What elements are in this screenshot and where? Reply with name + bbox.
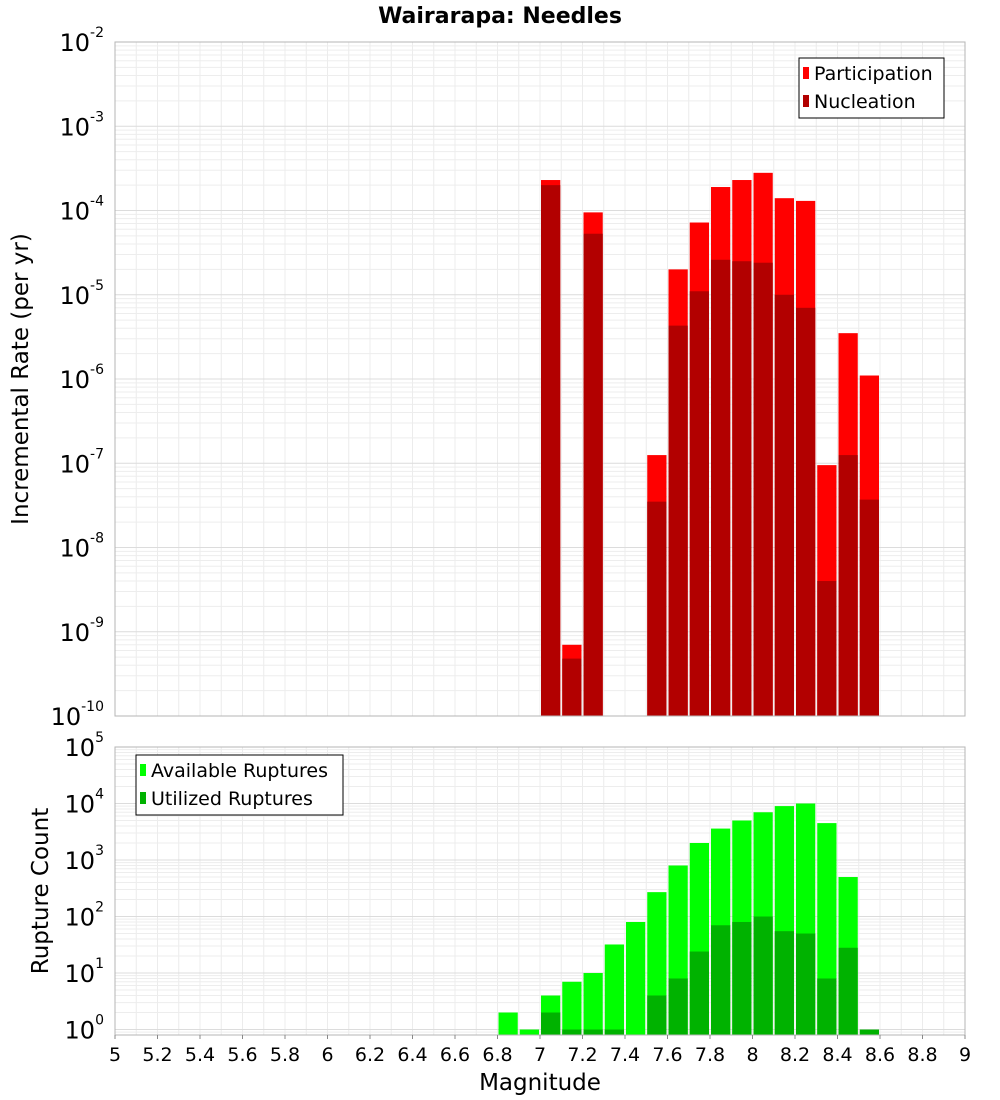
bar [859,499,879,716]
bar [859,1029,879,1035]
bar [796,933,816,1035]
bar [732,921,752,1035]
legend-box [135,754,344,816]
x-tick-label: 5.2 [142,1044,172,1066]
grid-lines [114,41,966,717]
x-tick-label: 6.6 [440,1044,470,1066]
bar [647,501,667,716]
rate-panel: 10-2 10-3 10-4 10-5 10-6 10-7 10-8 10-9 10-10 Inc… [8,25,966,731]
legend-swatch [803,95,809,107]
bar [711,925,731,1035]
bar [562,981,582,1035]
y-tick-label: 104 [65,787,105,819]
y-tick-label: 10-7 [59,446,104,478]
x-axis-title: Magnitude [479,1070,601,1096]
x-tick-label: 7.2 [567,1044,597,1066]
legend-label: Participation [814,63,933,85]
x-tick-label: 6.8 [482,1044,512,1066]
bar [604,1029,624,1035]
bar [541,185,561,716]
y-tick-label: 10-9 [59,615,104,647]
x-tick-label: 6.2 [355,1044,385,1066]
series-utilized-ruptures [541,916,879,1035]
bar [817,581,837,716]
legend: Available Ruptures Utilized Ruptures [135,754,344,816]
bar [753,916,773,1035]
x-tick-label: 6.4 [397,1044,427,1066]
bar [774,931,794,1035]
chart-title: Wairarapa: Needles [378,4,622,29]
legend-label: Utilized Ruptures [151,788,313,810]
bar [583,233,603,717]
y-axis-title: Incremental Rate (per yr) [8,233,34,525]
y-tick-label: 101 [65,956,104,988]
x-tick-label: 8.8 [907,1044,937,1066]
grid-lines [114,746,966,1036]
x-tick-label: 5 [109,1044,121,1066]
bar [668,978,688,1035]
y-tick-label: 102 [65,900,104,932]
bar [774,294,794,716]
legend-label: Available Ruptures [151,760,328,782]
y-tick-label: 103 [65,843,104,875]
x-tick-label: 6 [321,1044,333,1066]
x-tick-label: 8 [746,1044,758,1066]
plot-frame [114,41,966,717]
legend-swatch [803,67,809,79]
y-tick-label: 10-2 [59,25,104,57]
bar [583,973,603,1035]
bar [796,307,816,716]
x-tick-label: 5.6 [227,1044,257,1066]
bar [689,951,709,1035]
bar [562,1029,582,1035]
legend-swatch [140,792,146,804]
y-tick-label: 10-6 [59,362,104,394]
y-tick-label: 10-10 [51,699,104,731]
y-axis-title: Rupture Count [28,808,54,974]
x-tick-label: 7.6 [652,1044,682,1066]
bar [541,1012,561,1035]
bar [626,921,646,1035]
x-tick-label: 5.8 [270,1044,300,1066]
bar [838,455,858,716]
x-tick-label: 8.2 [780,1044,810,1066]
bar [647,995,667,1035]
y-tick-label: 10-5 [59,278,104,310]
bar [817,978,837,1035]
y-tick-label: 100 [65,1013,104,1045]
bar [668,325,688,716]
y-tick-label: 10-8 [59,531,104,563]
bar [753,262,773,716]
bar [519,1029,539,1035]
rupture-count-panel: 100 101 102 103 104 105 Rupture Count Available… [28,730,971,1066]
legend-label: Nucleation [814,91,916,113]
y-tick-label: 105 [65,730,104,762]
bar [711,259,731,716]
y-tick-label: 10-4 [59,194,104,226]
x-tick-label: 5.4 [185,1044,215,1066]
legend: Participation Nucleation [798,57,945,119]
series-nucleation [541,185,879,717]
x-tick-label: 7 [534,1044,546,1066]
x-tick-label: 8.4 [822,1044,852,1066]
x-tick-label: 8.6 [865,1044,895,1066]
x-tick-label: 9 [959,1044,971,1066]
legend-box [798,57,945,119]
bar [583,1029,603,1035]
bar [604,944,624,1035]
y-tick-label: 10-3 [59,109,104,141]
bar [562,658,582,716]
bar [498,1012,518,1035]
x-tick-label: 7.8 [695,1044,725,1066]
bar [838,947,858,1035]
legend-swatch [140,764,146,776]
bar [689,291,709,716]
x-tick-label: 7.4 [610,1044,640,1066]
bar [732,261,752,716]
